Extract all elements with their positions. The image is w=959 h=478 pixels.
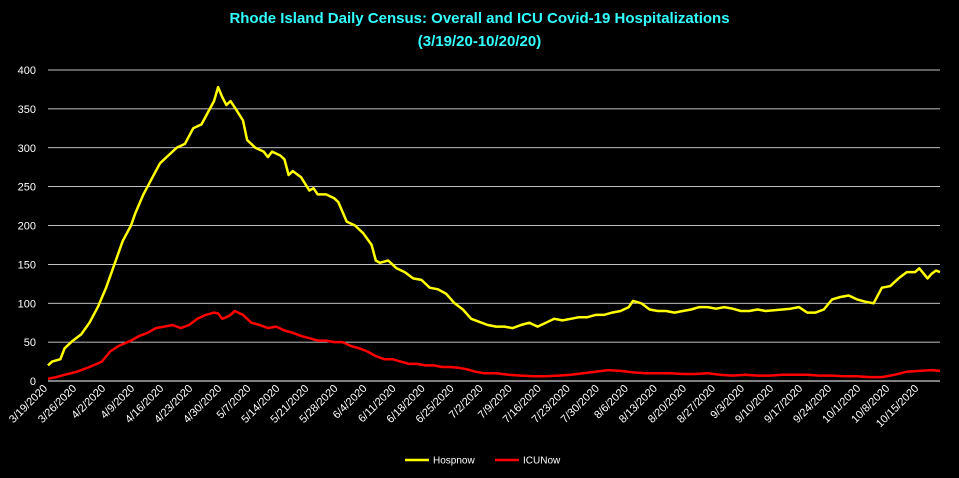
gridlines <box>48 69 940 382</box>
legend: Hospnow ICUNow <box>405 456 561 467</box>
y-tick-label: 0 <box>30 376 36 388</box>
series-line-hospnow <box>47 85 941 367</box>
series-lines <box>47 85 941 380</box>
x-axis-ticks: 3/19/20203/26/20204/2/20204/9/20204/16/2… <box>7 383 921 430</box>
y-tick-label: 100 <box>18 298 36 310</box>
y-tick-label: 400 <box>18 65 36 77</box>
y-tick-label: 300 <box>18 143 36 155</box>
y-tick-label: 200 <box>18 221 36 233</box>
chart-subtitle: (3/19/20-10/20/20) <box>417 33 542 50</box>
legend-label: Hospnow <box>433 456 475 467</box>
series-line-icunow <box>47 309 941 380</box>
y-axis-ticks: 0 50 100 150 200 250 300 350 400 <box>18 65 36 388</box>
chart-title: Rhode Island Daily Census: Overall and I… <box>229 10 730 27</box>
y-tick-label: 250 <box>18 182 36 194</box>
legend-label: ICUNow <box>523 456 561 467</box>
y-tick-label: 50 <box>24 337 36 349</box>
y-tick-label: 350 <box>18 104 36 116</box>
y-tick-label: 150 <box>18 259 36 271</box>
